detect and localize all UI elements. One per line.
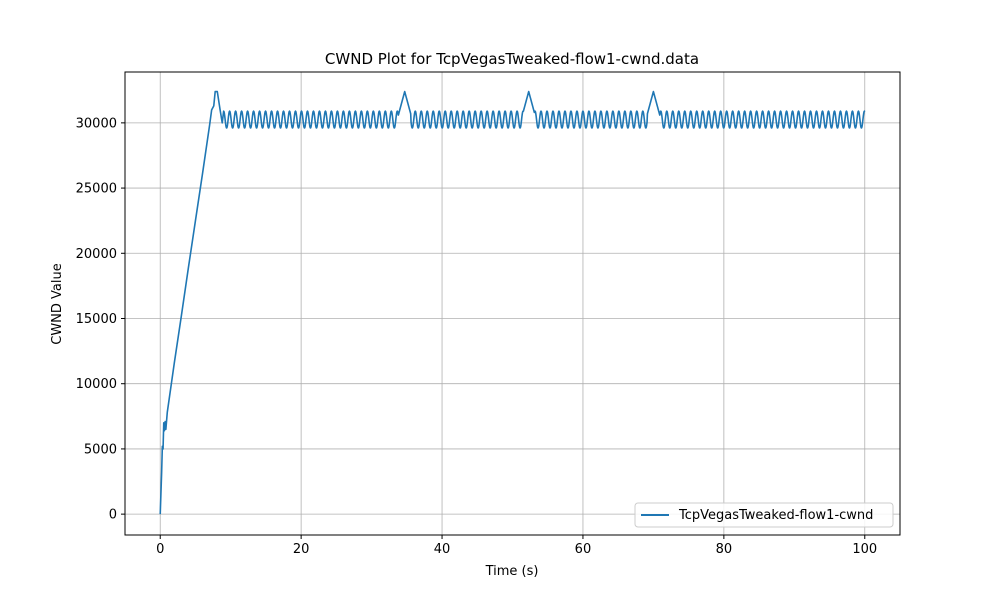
y-tick-label: 5000: [84, 442, 117, 457]
x-tick-label: 100: [852, 542, 877, 557]
x-axis-label: Time (s): [485, 564, 539, 579]
y-tick-label: 20000: [76, 247, 117, 262]
legend-label: TcpVegasTweaked-flow1-cwnd: [678, 508, 873, 523]
plot-frame: [124, 71, 901, 536]
y-tick-label: 0: [109, 508, 117, 523]
y-tick-label: 15000: [76, 312, 117, 327]
legend: TcpVegasTweaked-flow1-cwnd: [634, 502, 894, 528]
x-tick-label: 60: [575, 542, 592, 557]
x-tick-label: 80: [716, 542, 733, 557]
series-line-cwnd: [159, 90, 866, 515]
y-tick-label: 30000: [76, 116, 117, 131]
chart-title: CWND Plot for TcpVegasTweaked-flow1-cwnd…: [325, 50, 699, 68]
y-axis-label: CWND Value: [50, 263, 65, 345]
x-tick-label: 20: [293, 542, 310, 557]
x-tick-label: 0: [156, 542, 164, 557]
y-tick-label: 25000: [76, 182, 117, 197]
x-tick-label: 40: [434, 542, 451, 557]
legend-box: [634, 502, 894, 528]
series-layer: [159, 90, 866, 515]
axis-ticks: 0 20 40 60 80 100 0 5000 10000 15000 20000 25000 300…: [76, 116, 878, 557]
y-tick-label: 10000: [76, 377, 117, 392]
